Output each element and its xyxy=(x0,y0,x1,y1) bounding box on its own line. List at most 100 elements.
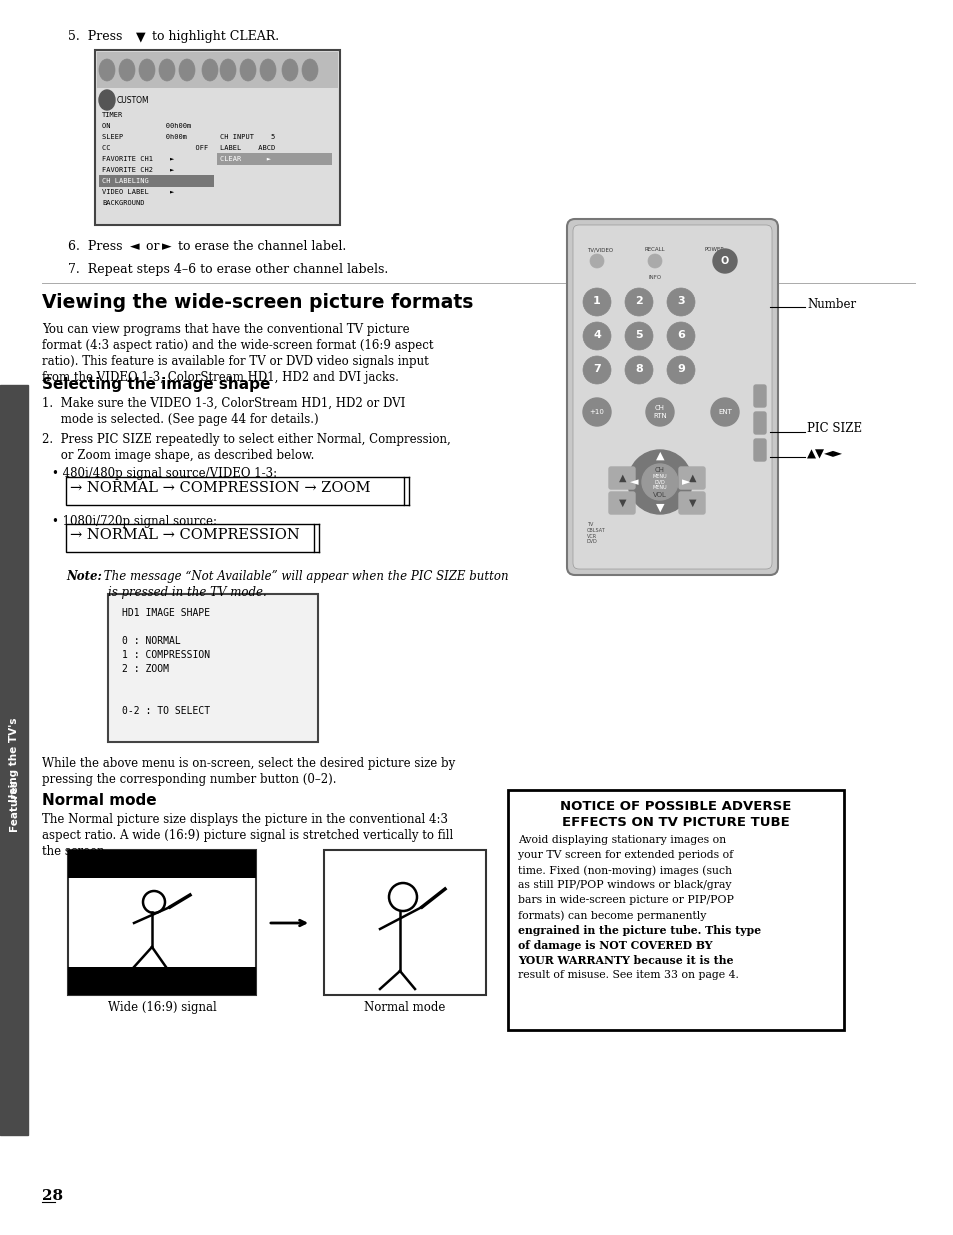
Ellipse shape xyxy=(119,59,135,82)
Text: PIC SIZE: PIC SIZE xyxy=(806,422,862,436)
FancyBboxPatch shape xyxy=(608,467,635,489)
Text: CH LABELING: CH LABELING xyxy=(102,178,149,184)
Circle shape xyxy=(666,322,695,350)
Text: The message “Not Available” will appear when the PIC SIZE button: The message “Not Available” will appear … xyxy=(100,571,508,583)
Bar xyxy=(0,385,28,1135)
Text: your TV screen for extended periods of: your TV screen for extended periods of xyxy=(517,850,733,860)
Text: 1.  Make sure the VIDEO 1-3, ColorStream HD1, HD2 or DVI: 1. Make sure the VIDEO 1-3, ColorStream … xyxy=(42,396,405,410)
Text: 6.  Press: 6. Press xyxy=(68,240,127,253)
FancyBboxPatch shape xyxy=(679,467,704,489)
Text: MENU
DVD
MENU: MENU DVD MENU xyxy=(652,474,666,490)
Text: 7: 7 xyxy=(593,364,600,374)
Bar xyxy=(68,850,255,878)
Text: 5.  Press: 5. Press xyxy=(68,30,126,43)
Text: or Zoom image shape, as described below.: or Zoom image shape, as described below. xyxy=(42,450,314,462)
Text: Wide (16:9) signal: Wide (16:9) signal xyxy=(108,1002,216,1014)
FancyBboxPatch shape xyxy=(753,438,765,461)
Circle shape xyxy=(624,322,652,350)
Text: Avoid displaying stationary images on: Avoid displaying stationary images on xyxy=(517,835,725,845)
Text: 0 : NORMAL: 0 : NORMAL xyxy=(122,636,180,646)
Text: ON             00h00m: ON 00h00m xyxy=(102,124,191,128)
Bar xyxy=(99,175,213,186)
Text: ratio). This feature is available for TV or DVD video signals input: ratio). This feature is available for TV… xyxy=(42,354,428,368)
Text: the screen.: the screen. xyxy=(42,845,109,858)
Text: formats) can become permanently: formats) can become permanently xyxy=(517,910,705,920)
Text: ENT: ENT xyxy=(718,409,731,415)
Text: ▼: ▼ xyxy=(136,30,146,43)
Text: → NORMAL → COMPRESSION → ZOOM: → NORMAL → COMPRESSION → ZOOM xyxy=(70,480,370,495)
Text: format (4:3 aspect ratio) and the wide-screen format (16:9 aspect: format (4:3 aspect ratio) and the wide-s… xyxy=(42,338,433,352)
Bar xyxy=(68,850,255,995)
Ellipse shape xyxy=(240,59,255,82)
Text: ▲: ▲ xyxy=(688,473,696,483)
Text: Normal mode: Normal mode xyxy=(42,793,156,808)
Ellipse shape xyxy=(220,59,235,82)
Circle shape xyxy=(582,398,610,426)
Circle shape xyxy=(645,398,673,426)
FancyBboxPatch shape xyxy=(566,219,778,576)
Text: mode is selected. (See page 44 for details.): mode is selected. (See page 44 for detai… xyxy=(42,412,318,426)
Text: is pressed in the TV mode.: is pressed in the TV mode. xyxy=(108,585,267,599)
Text: TV/VIDEO: TV/VIDEO xyxy=(586,247,613,252)
Text: ►: ► xyxy=(681,477,690,487)
Text: from the VIDEO 1-3, ColorStream HD1, HD2 and DVI jacks.: from the VIDEO 1-3, ColorStream HD1, HD2… xyxy=(42,370,398,384)
Text: ▲▼◄►: ▲▼◄► xyxy=(806,447,842,461)
Text: NOTICE OF POSSIBLE ADVERSE: NOTICE OF POSSIBLE ADVERSE xyxy=(559,800,791,813)
Text: ◄: ◄ xyxy=(629,477,638,487)
Bar xyxy=(324,850,485,995)
FancyBboxPatch shape xyxy=(753,385,765,408)
FancyBboxPatch shape xyxy=(679,492,704,514)
Circle shape xyxy=(666,288,695,316)
Circle shape xyxy=(641,464,678,500)
Ellipse shape xyxy=(159,59,174,82)
Circle shape xyxy=(589,254,603,268)
Ellipse shape xyxy=(260,59,275,82)
Text: TV
CBLSAT
VCR
DVD: TV CBLSAT VCR DVD xyxy=(586,522,605,545)
Text: 5: 5 xyxy=(635,330,642,340)
Text: 3: 3 xyxy=(677,296,684,306)
FancyBboxPatch shape xyxy=(753,412,765,433)
Text: FAVORITE CH2    ►: FAVORITE CH2 ► xyxy=(102,167,174,173)
Text: Viewing the wide-screen picture formats: Viewing the wide-screen picture formats xyxy=(42,293,473,312)
Text: ▼: ▼ xyxy=(688,498,696,508)
Text: CC                    OFF: CC OFF xyxy=(102,144,208,151)
Bar xyxy=(507,790,843,1030)
Text: SLEEP          0h00m: SLEEP 0h00m xyxy=(102,135,187,140)
Ellipse shape xyxy=(99,59,115,82)
Ellipse shape xyxy=(302,59,317,82)
Text: or: or xyxy=(142,240,163,253)
Text: ►: ► xyxy=(162,240,172,253)
Text: to erase the channel label.: to erase the channel label. xyxy=(173,240,346,253)
Text: to highlight CLEAR.: to highlight CLEAR. xyxy=(148,30,279,43)
Text: VIDEO LABEL     ►: VIDEO LABEL ► xyxy=(102,189,174,195)
Circle shape xyxy=(647,254,661,268)
Text: CH: CH xyxy=(655,467,664,473)
Text: INFO: INFO xyxy=(648,275,660,280)
Text: as still PIP/POP windows or black/gray: as still PIP/POP windows or black/gray xyxy=(517,881,731,890)
Ellipse shape xyxy=(179,59,194,82)
Text: time. Fixed (non-moving) images (such: time. Fixed (non-moving) images (such xyxy=(517,864,731,876)
Text: VOL: VOL xyxy=(653,492,666,498)
Text: CUSTOM: CUSTOM xyxy=(117,96,150,105)
Text: CH INPUT    5: CH INPUT 5 xyxy=(220,135,275,140)
Text: 4: 4 xyxy=(593,330,600,340)
Circle shape xyxy=(582,322,610,350)
Text: → NORMAL → COMPRESSION: → NORMAL → COMPRESSION xyxy=(70,529,299,542)
Text: 8: 8 xyxy=(635,364,642,374)
Ellipse shape xyxy=(282,59,297,82)
FancyBboxPatch shape xyxy=(608,492,635,514)
Bar xyxy=(66,524,314,552)
Text: ◄: ◄ xyxy=(130,240,139,253)
Text: TIMER: TIMER xyxy=(102,112,123,119)
Text: ▼: ▼ xyxy=(655,503,663,513)
Text: 2 : ZOOM: 2 : ZOOM xyxy=(122,664,169,674)
Text: Normal mode: Normal mode xyxy=(364,1002,445,1014)
Text: 2.  Press PIC SIZE repeatedly to select either Normal, Compression,: 2. Press PIC SIZE repeatedly to select e… xyxy=(42,433,450,446)
Circle shape xyxy=(627,450,691,514)
Text: 2: 2 xyxy=(635,296,642,306)
Text: ▲: ▲ xyxy=(618,473,626,483)
Ellipse shape xyxy=(99,90,115,110)
Text: Features: Features xyxy=(9,779,19,831)
Text: EFFECTS ON TV PICTURE TUBE: EFFECTS ON TV PICTURE TUBE xyxy=(561,816,789,829)
Circle shape xyxy=(624,356,652,384)
